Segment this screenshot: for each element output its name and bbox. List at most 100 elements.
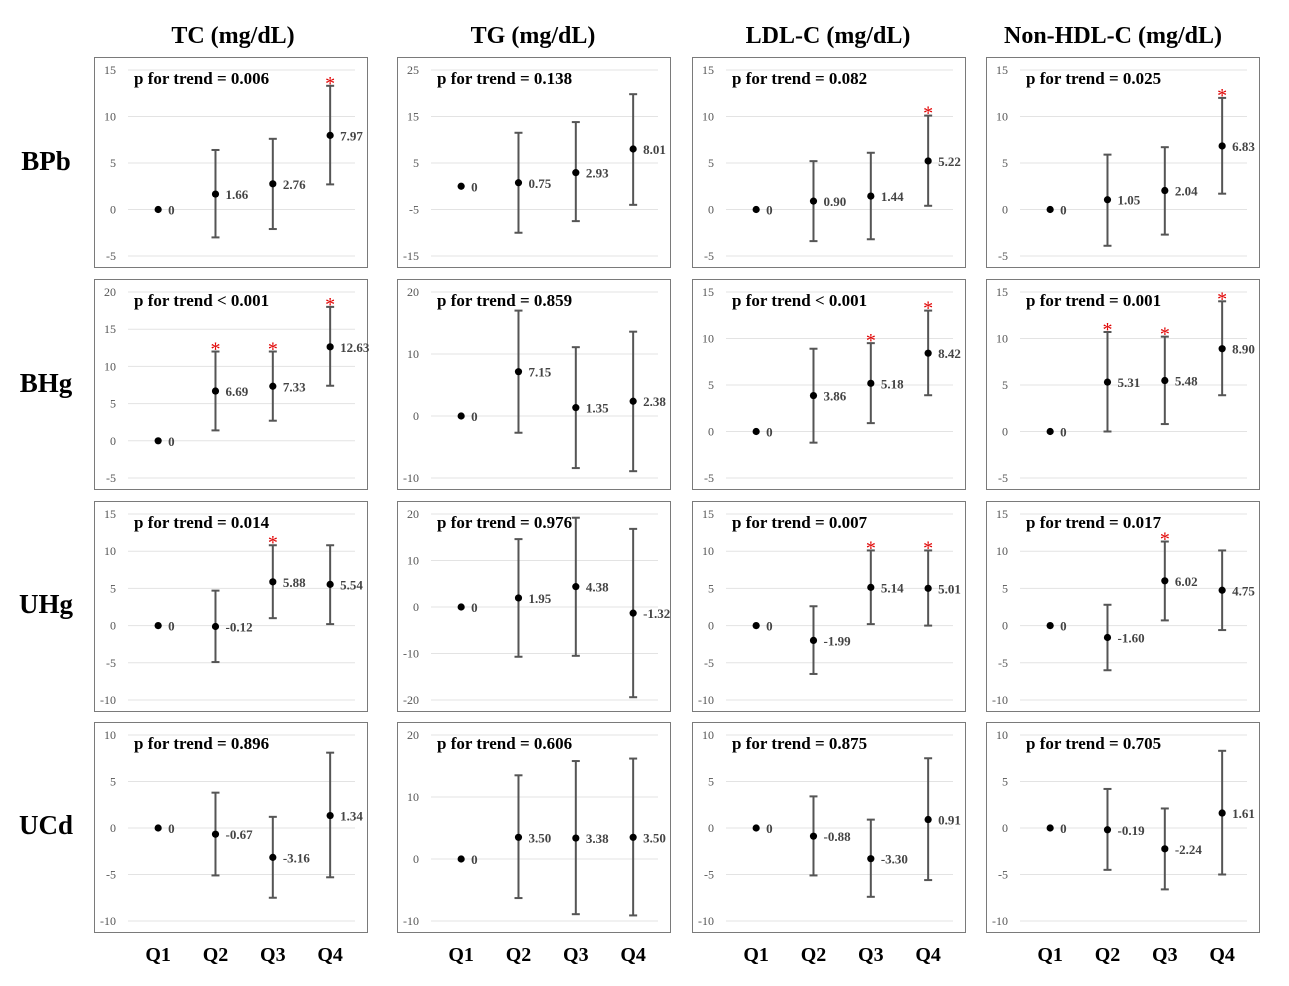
data-point (326, 580, 334, 588)
y-tick-label: 15 (104, 507, 116, 521)
p-trend-label: p for trend = 0.859 (437, 291, 572, 310)
significance-star: * (325, 73, 335, 95)
data-point (1103, 826, 1112, 834)
y-tick-label: 10 (407, 554, 419, 568)
data-point (867, 855, 875, 863)
data-label: 1.05 (1117, 193, 1140, 208)
data-point (269, 382, 277, 390)
x-tick-label-q3: Q3 (260, 944, 286, 966)
data-label: 0 (1060, 619, 1067, 634)
data-point (867, 379, 875, 387)
y-tick-label: 15 (702, 285, 714, 299)
data-point (1161, 376, 1169, 385)
significance-star: * (210, 339, 220, 361)
y-tick-label: -5 (998, 656, 1008, 670)
p-trend-label: p for trend = 0.896 (134, 734, 269, 753)
data-label: 4.75 (1232, 583, 1255, 598)
y-tick-label: -5 (704, 656, 714, 670)
panel-ucd-3: -10 -5 0 5 10 p for trend = 0.705 0 -0.19 -2.24 1… (986, 722, 1260, 933)
y-tick-label: 0 (708, 203, 714, 217)
y-tick-label: 20 (407, 507, 419, 521)
y-tick-label: 5 (110, 397, 116, 411)
data-point (1103, 196, 1112, 204)
data-label: -1.60 (1117, 631, 1144, 646)
significance-star: * (268, 339, 278, 361)
data-point (809, 832, 818, 840)
p-trend-label: p for trend = 0.006 (134, 69, 269, 88)
panel-ucd-0: -10 -5 0 5 10 p for trend = 0.896 0 -0.67 -3.16 1… (94, 722, 368, 933)
column-titles: TC (mg/dL) TG (mg/dL) LDL-C (mg/dL) Non-… (171, 23, 1222, 49)
data-label: 3.50 (528, 830, 551, 845)
y-tick-label: 5 (413, 156, 419, 170)
panel-frame (692, 501, 966, 712)
data-label: 8.90 (1232, 342, 1255, 357)
y-tick-label: -10 (992, 693, 1008, 707)
panel-bhg-0: -5 0 5 10 15 20 p for trend < 0.001 0 * 6.69 * 7.33… (94, 279, 370, 490)
panel-bpb-3: -5 0 5 10 15 p for trend = 0.025 0 1.05 2.04 * 6.8… (986, 57, 1260, 268)
data-label: 8.01 (643, 142, 666, 157)
data-point (752, 205, 760, 214)
data-label: 7.15 (528, 365, 551, 380)
data-point (1161, 186, 1169, 195)
panel-uhg-1: -20 -10 0 10 20 p for trend = 0.976 0 1.95 4.38 -… (397, 501, 671, 712)
y-tick-label: -10 (403, 647, 419, 661)
panel-bhg-1: -10 0 10 20 p for trend = 0.859 0 7.15 1.35 2.38 (397, 279, 671, 490)
row-label-ucd: UCd (19, 810, 73, 840)
y-tick-label: 10 (407, 790, 419, 804)
data-label: 0 (766, 203, 773, 218)
panel-bhg-2: -5 0 5 10 15 p for trend < 0.001 0 3.86 * 5.18 * 8.… (692, 279, 966, 490)
data-point (269, 180, 277, 188)
data-point (211, 190, 220, 198)
data-point (1103, 378, 1112, 386)
significance-star: * (923, 537, 933, 559)
y-tick-label: -15 (403, 249, 419, 263)
data-label: 5.54 (340, 577, 363, 592)
y-tick-label: -5 (998, 249, 1008, 263)
y-tick-label: -5 (106, 471, 116, 485)
data-point (752, 824, 760, 832)
data-label: 0 (471, 600, 478, 615)
data-label: 0.90 (823, 194, 846, 209)
data-label: 7.33 (283, 379, 306, 394)
data-label: 1.35 (586, 401, 609, 416)
panel-frame (94, 279, 368, 490)
data-label: 6.83 (1232, 139, 1255, 154)
data-label: 3.86 (823, 389, 846, 404)
x-tick-label-q2: Q2 (1095, 944, 1121, 966)
row-labels: BPb BHg UHg UCd (19, 146, 74, 840)
y-tick-label: 10 (702, 332, 714, 346)
data-point (629, 145, 637, 153)
y-tick-label: 25 (407, 63, 419, 77)
data-point (867, 583, 875, 591)
column-title-tc: TC (mg/dL) (171, 23, 294, 49)
x-tick-label-q1: Q1 (743, 944, 769, 966)
data-label: 0 (168, 203, 175, 218)
data-point (514, 833, 523, 841)
data-label: 1.44 (881, 189, 904, 204)
data-label: 0 (766, 425, 773, 440)
x-tick-label-q4: Q4 (915, 944, 941, 966)
data-point (1046, 824, 1054, 832)
data-point (1218, 809, 1226, 817)
data-point (269, 853, 277, 861)
data-point (1046, 622, 1054, 630)
data-label: 0.75 (528, 176, 551, 191)
significance-star: * (1160, 529, 1170, 551)
y-tick-label: 10 (702, 544, 714, 558)
column-title-ldl: LDL-C (mg/dL) (746, 23, 911, 49)
p-trend-label: p for trend = 0.082 (732, 69, 867, 88)
x-tick-label-q1: Q1 (1037, 944, 1063, 966)
data-point (1218, 345, 1226, 353)
data-point (752, 427, 760, 436)
y-tick-label: 5 (708, 581, 714, 595)
significance-star: * (866, 330, 876, 352)
y-tick-label: -20 (403, 693, 419, 707)
x-tick-label-q3: Q3 (563, 944, 589, 966)
data-point (1218, 586, 1226, 594)
data-point (867, 192, 875, 200)
data-point (809, 197, 818, 205)
y-tick-label: -5 (998, 471, 1008, 485)
data-label: 7.97 (340, 128, 363, 143)
y-tick-label: 0 (708, 821, 714, 835)
